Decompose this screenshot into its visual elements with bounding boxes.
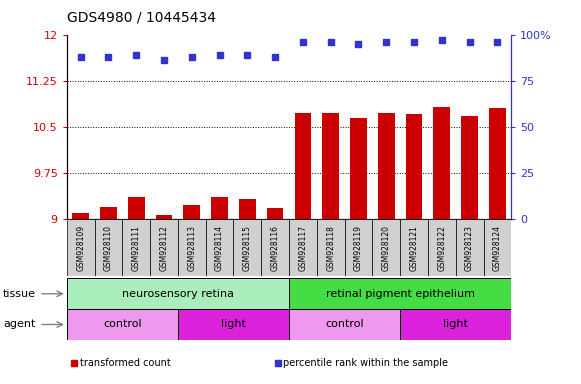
- Bar: [206, 219, 234, 276]
- Bar: [295, 113, 311, 219]
- Text: GSM928113: GSM928113: [187, 225, 196, 271]
- Bar: [100, 207, 117, 219]
- Text: tissue: tissue: [3, 289, 36, 299]
- Bar: [428, 219, 456, 276]
- Text: GSM928116: GSM928116: [271, 225, 279, 271]
- Bar: [73, 213, 89, 219]
- Text: percentile rank within the sample: percentile rank within the sample: [283, 358, 448, 368]
- Text: light: light: [443, 319, 468, 329]
- Bar: [211, 197, 228, 219]
- Bar: [433, 107, 450, 219]
- Bar: [289, 219, 317, 276]
- Bar: [317, 219, 345, 276]
- Bar: [128, 197, 145, 219]
- Bar: [406, 114, 422, 219]
- Bar: [322, 113, 339, 219]
- Text: GSM928119: GSM928119: [354, 225, 363, 271]
- Text: GSM928120: GSM928120: [382, 225, 391, 271]
- Text: GSM928112: GSM928112: [160, 225, 168, 271]
- Text: retinal pigment epithelium: retinal pigment epithelium: [326, 289, 475, 299]
- Bar: [261, 219, 289, 276]
- Bar: [345, 219, 372, 276]
- Bar: [400, 219, 428, 276]
- Text: GSM928115: GSM928115: [243, 225, 252, 271]
- Bar: [178, 219, 206, 276]
- Bar: [234, 219, 261, 276]
- Bar: [372, 219, 400, 276]
- Text: control: control: [325, 319, 364, 329]
- Bar: [267, 208, 284, 219]
- Bar: [178, 309, 289, 340]
- Text: GSM928121: GSM928121: [410, 225, 418, 271]
- Text: GSM928111: GSM928111: [132, 225, 141, 271]
- Bar: [123, 219, 150, 276]
- Text: GSM928109: GSM928109: [76, 225, 85, 271]
- Bar: [95, 219, 123, 276]
- Bar: [156, 215, 173, 219]
- Text: GSM928114: GSM928114: [215, 225, 224, 271]
- Text: agent: agent: [3, 319, 35, 329]
- Bar: [67, 278, 289, 309]
- Bar: [350, 118, 367, 219]
- Bar: [378, 113, 394, 219]
- Bar: [489, 108, 505, 219]
- Text: neurosensory retina: neurosensory retina: [122, 289, 234, 299]
- Text: GSM928122: GSM928122: [437, 225, 446, 271]
- Text: GSM928118: GSM928118: [326, 225, 335, 271]
- Text: GSM928117: GSM928117: [299, 225, 307, 271]
- Bar: [67, 309, 178, 340]
- Bar: [289, 278, 511, 309]
- Bar: [184, 205, 200, 219]
- Bar: [67, 219, 95, 276]
- Bar: [289, 309, 400, 340]
- Text: GSM928110: GSM928110: [104, 225, 113, 271]
- Text: control: control: [103, 319, 142, 329]
- Text: GDS4980 / 10445434: GDS4980 / 10445434: [67, 11, 216, 25]
- Text: transformed count: transformed count: [80, 358, 170, 368]
- Bar: [456, 219, 483, 276]
- Bar: [150, 219, 178, 276]
- Text: GSM928124: GSM928124: [493, 225, 502, 271]
- Bar: [239, 199, 256, 219]
- Bar: [483, 219, 511, 276]
- Bar: [400, 309, 511, 340]
- Text: GSM928123: GSM928123: [465, 225, 474, 271]
- Text: light: light: [221, 319, 246, 329]
- Bar: [461, 116, 478, 219]
